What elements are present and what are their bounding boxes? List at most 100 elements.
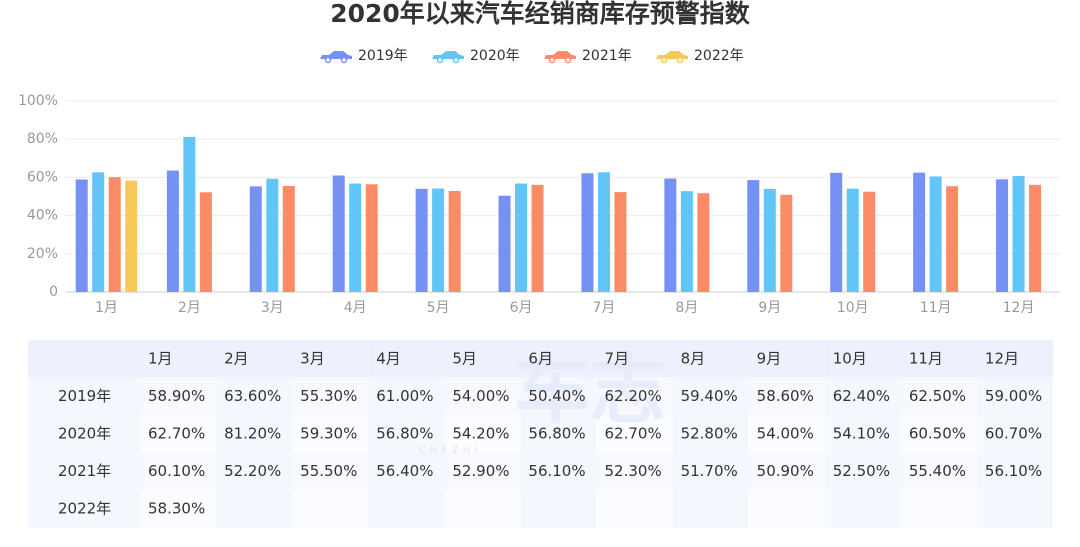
table-value: 60.70%: [985, 425, 1042, 443]
x-tick-label: 6月: [510, 300, 533, 316]
table-cell: [520, 415, 597, 453]
bar: [597, 172, 610, 292]
bar: [697, 193, 710, 292]
bar: [680, 191, 693, 292]
table-cell: [28, 490, 140, 528]
table-cell: [672, 452, 749, 491]
table-cell: [596, 490, 673, 528]
legend-icon-wheel: [676, 56, 684, 64]
x-tick-label: 4月: [344, 300, 367, 316]
bar: [1012, 176, 1025, 292]
table-value: 52.80%: [681, 425, 738, 443]
table-cell: [444, 490, 521, 528]
table-value: 58.90%: [148, 387, 205, 405]
bar: [498, 195, 511, 292]
bar: [332, 175, 345, 292]
table-cell: [140, 490, 217, 528]
table-value: 60.10%: [148, 462, 205, 480]
table-cell: [292, 415, 369, 453]
table-cell: [596, 415, 673, 453]
y-tick-label: 40%: [27, 208, 58, 224]
table-header: 7月: [605, 349, 630, 367]
table-value: 55.50%: [300, 462, 357, 480]
bar: [614, 192, 627, 292]
table-cell: [140, 377, 217, 416]
legend-icon-wheel: [452, 56, 460, 64]
y-tick-label: 80%: [27, 131, 58, 147]
legend-icon-wheel: [436, 56, 444, 64]
table-cell: [292, 490, 369, 528]
table-cell: [140, 340, 217, 378]
table-header: 2月: [224, 349, 249, 367]
table-cell: [596, 377, 673, 416]
bar: [581, 173, 594, 292]
table-cell: [900, 415, 977, 453]
table-cell: [596, 452, 673, 491]
table-value: 56.80%: [376, 425, 433, 443]
table-value: 63.60%: [224, 387, 281, 405]
bar: [996, 179, 1009, 292]
table-value: 62.40%: [833, 387, 890, 405]
table-value: 50.90%: [757, 462, 814, 480]
table-value: 52.90%: [452, 462, 509, 480]
table-cell: [140, 452, 217, 491]
table-value: 50.40%: [528, 387, 585, 405]
table-value: 62.20%: [605, 387, 662, 405]
bar: [664, 178, 677, 292]
legend-icon-wheel: [324, 56, 332, 64]
table-header: 4月: [376, 349, 401, 367]
legend-icon-wheel: [548, 56, 556, 64]
legend-label: 2022年: [694, 48, 744, 64]
legend-icon: [432, 51, 464, 59]
legend-icon-wheel: [660, 56, 668, 64]
bar: [863, 191, 876, 292]
x-tick-label: 11月: [920, 300, 952, 316]
x-tick-label: 2月: [178, 300, 201, 316]
table-value: 54.20%: [452, 425, 509, 443]
x-tick-label: 7月: [592, 300, 615, 316]
table-value: 59.40%: [681, 387, 738, 405]
watermark: 车志: [514, 345, 666, 434]
bar: [432, 188, 445, 292]
y-tick-label: 20%: [27, 246, 58, 262]
table-row-header: 2019年: [58, 387, 111, 405]
legend-label: 2019年: [358, 48, 408, 64]
table-value: 52.20%: [224, 462, 281, 480]
table-value: 62.50%: [909, 387, 966, 405]
table-cell: [748, 452, 825, 491]
table-value: 81.20%: [224, 425, 281, 443]
table-value: 55.30%: [300, 387, 357, 405]
table-cell: [444, 415, 521, 453]
table-header: 3月: [300, 349, 325, 367]
y-tick-label: 0: [49, 284, 58, 300]
bar: [846, 188, 859, 292]
table-cell: [216, 377, 293, 416]
table-header: 5月: [452, 349, 477, 367]
bar: [780, 194, 793, 292]
table-header: 12月: [985, 349, 1019, 367]
table-value: 52.50%: [833, 462, 890, 480]
table-cell: [976, 377, 1053, 416]
table-value: 58.30%: [148, 500, 205, 518]
x-tick-label: 8月: [675, 300, 698, 316]
x-tick-label: 10月: [837, 300, 869, 316]
table-row-header: 2021年: [58, 462, 111, 480]
table-header: 6月: [528, 349, 553, 367]
table-cell: [368, 377, 445, 416]
table-cell: [292, 452, 369, 491]
table-cell: [900, 452, 977, 491]
watermark-sub: CHEZHI: [419, 445, 481, 456]
bar: [282, 185, 295, 292]
bar: [166, 170, 179, 292]
table-value: 56.10%: [528, 462, 585, 480]
table-cell: [824, 415, 901, 453]
table-cell: [520, 377, 597, 416]
table-row-header: 2020年: [58, 425, 111, 443]
table-value: 56.40%: [376, 462, 433, 480]
table-cell: [672, 415, 749, 453]
legend-label: 2021年: [582, 48, 632, 64]
table-value: 54.10%: [833, 425, 890, 443]
x-tick-label: 5月: [427, 300, 450, 316]
